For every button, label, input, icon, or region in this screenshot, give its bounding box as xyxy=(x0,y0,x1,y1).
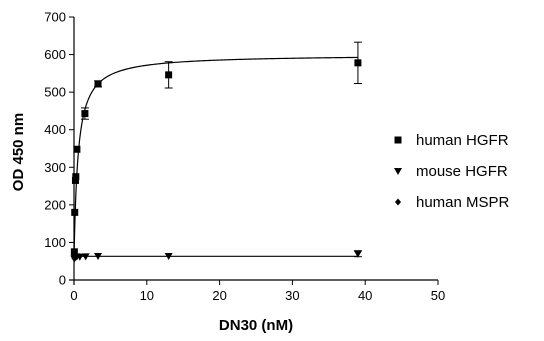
legend-marker-1 xyxy=(394,136,402,144)
fit-curve-1 xyxy=(73,56,358,253)
x-tick-label: 40 xyxy=(358,288,372,303)
legend-marker-2 xyxy=(394,168,402,175)
y-tick-label: 600 xyxy=(44,47,66,62)
data-point-series-1 xyxy=(70,248,78,256)
y-tick-label: 400 xyxy=(44,122,66,137)
data-point-series-1 xyxy=(71,208,79,216)
data-point-series-1 xyxy=(94,80,102,88)
x-tick-label: 0 xyxy=(70,288,77,303)
x-axis-title: DN30 (nM) xyxy=(219,317,293,334)
fit-curves xyxy=(73,56,358,257)
data-point-series-2 xyxy=(164,252,173,260)
y-axis-title: OD 450 nm xyxy=(10,113,27,191)
data-point-series-2 xyxy=(81,253,90,261)
data-point-series-1 xyxy=(71,176,79,184)
legend-label-3: human MSPR xyxy=(416,194,510,211)
y-tick-label: 0 xyxy=(59,273,66,288)
data-point-series-2 xyxy=(353,250,362,258)
x-tick-label: 10 xyxy=(140,288,154,303)
data-point-series-2 xyxy=(94,252,103,260)
x-tick-label: 20 xyxy=(212,288,226,303)
x-tick-label: 30 xyxy=(285,288,299,303)
data-point-series-1 xyxy=(73,145,81,153)
y-tick-label: 300 xyxy=(44,160,66,175)
data-point-series-1 xyxy=(81,110,89,118)
data-point-series-3 xyxy=(72,253,79,261)
x-tick-label: 50 xyxy=(431,288,445,303)
legend-label-1: human HGFR xyxy=(416,132,509,149)
y-tick-label: 700 xyxy=(44,10,66,25)
data-point-series-1 xyxy=(165,71,173,79)
legend-marker-3 xyxy=(395,198,401,206)
y-tick-label: 500 xyxy=(44,85,66,100)
data-point-series-2 xyxy=(75,253,84,261)
data-point-series-1 xyxy=(354,59,362,67)
legend: human HGFR mouse HGFR human MSPR xyxy=(394,132,510,211)
chart-axes: 0 100 200 300 400 500 600 700 0 10 20 30 40 50 xyxy=(44,10,445,304)
data-point-series-1 xyxy=(72,173,80,181)
y-tick-label: 100 xyxy=(44,235,66,250)
data-points xyxy=(70,41,362,263)
legend-label-2: mouse HGFR xyxy=(416,163,508,180)
y-tick-label: 200 xyxy=(44,197,66,212)
